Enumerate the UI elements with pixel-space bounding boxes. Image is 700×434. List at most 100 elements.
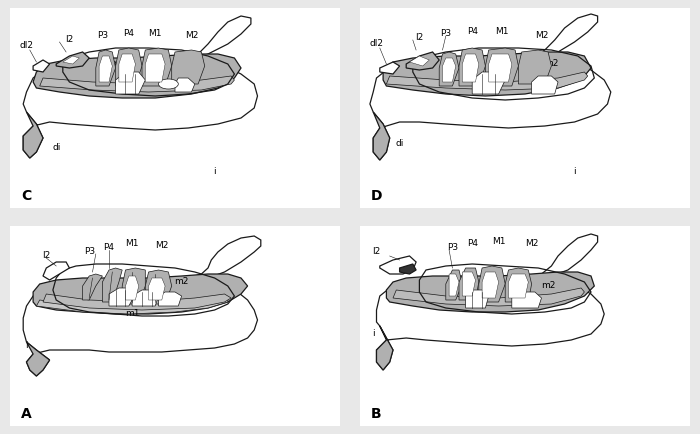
Text: p4: p4 <box>463 277 475 286</box>
Text: D: D <box>371 189 382 203</box>
Polygon shape <box>116 72 146 94</box>
Polygon shape <box>462 54 479 82</box>
Text: M2: M2 <box>185 32 198 40</box>
Text: M1: M1 <box>495 27 509 36</box>
Text: C: C <box>22 189 32 203</box>
Polygon shape <box>146 270 172 304</box>
Text: I1: I1 <box>409 263 417 273</box>
Polygon shape <box>10 226 340 426</box>
Polygon shape <box>373 112 390 160</box>
Text: P4: P4 <box>104 243 115 253</box>
Polygon shape <box>43 294 231 310</box>
Polygon shape <box>142 48 172 86</box>
Polygon shape <box>380 256 416 274</box>
Polygon shape <box>33 54 241 98</box>
Text: M2: M2 <box>525 240 538 249</box>
Polygon shape <box>383 52 591 96</box>
Text: m2: m2 <box>174 277 189 286</box>
Text: P3: P3 <box>447 243 458 253</box>
Text: i: i <box>573 168 576 177</box>
Polygon shape <box>446 270 462 300</box>
Text: P4: P4 <box>467 240 477 249</box>
Polygon shape <box>406 52 439 70</box>
Polygon shape <box>370 14 611 160</box>
Text: m2: m2 <box>544 59 559 69</box>
Text: I2: I2 <box>415 33 424 43</box>
Text: B: B <box>371 407 382 421</box>
Polygon shape <box>380 62 400 74</box>
Text: i: i <box>372 329 375 339</box>
Polygon shape <box>119 54 135 82</box>
Text: I2: I2 <box>372 247 381 256</box>
Polygon shape <box>360 226 690 426</box>
Polygon shape <box>132 290 158 306</box>
Polygon shape <box>27 342 50 376</box>
Polygon shape <box>466 290 489 308</box>
Polygon shape <box>33 274 248 314</box>
Polygon shape <box>386 72 588 90</box>
Polygon shape <box>400 264 416 274</box>
Text: P4: P4 <box>123 30 134 39</box>
Text: dl2: dl2 <box>20 42 34 50</box>
Polygon shape <box>83 274 102 300</box>
Polygon shape <box>23 236 261 376</box>
Polygon shape <box>172 50 204 84</box>
Text: I2: I2 <box>65 36 74 45</box>
Polygon shape <box>508 274 528 298</box>
Polygon shape <box>148 278 165 300</box>
Text: p4: p4 <box>104 277 115 286</box>
Polygon shape <box>439 52 459 86</box>
Polygon shape <box>102 268 122 302</box>
Polygon shape <box>122 268 146 304</box>
Polygon shape <box>485 48 519 86</box>
Polygon shape <box>10 8 340 208</box>
Polygon shape <box>512 292 542 308</box>
Ellipse shape <box>158 79 178 89</box>
Text: i: i <box>25 342 28 351</box>
Polygon shape <box>96 50 116 86</box>
Polygon shape <box>175 78 195 92</box>
Polygon shape <box>377 234 604 370</box>
Polygon shape <box>158 292 181 306</box>
Polygon shape <box>116 48 142 86</box>
Text: m2: m2 <box>541 282 555 290</box>
Polygon shape <box>459 268 479 300</box>
Polygon shape <box>109 288 135 306</box>
Polygon shape <box>462 272 475 296</box>
Polygon shape <box>56 52 89 68</box>
Polygon shape <box>386 272 594 312</box>
Polygon shape <box>442 58 456 82</box>
Text: dl2: dl2 <box>370 39 384 49</box>
Polygon shape <box>23 16 258 158</box>
Text: di: di <box>52 144 60 152</box>
Text: m2: m2 <box>174 59 189 69</box>
Polygon shape <box>99 56 112 82</box>
Polygon shape <box>489 54 512 82</box>
Text: P4: P4 <box>467 27 477 36</box>
Polygon shape <box>482 272 498 298</box>
Text: m1: m1 <box>125 309 139 319</box>
Text: P3: P3 <box>440 30 452 39</box>
Text: p4: p4 <box>473 59 484 69</box>
Polygon shape <box>377 326 393 370</box>
Text: P3: P3 <box>83 247 94 256</box>
Polygon shape <box>519 50 552 84</box>
Text: M1: M1 <box>125 240 139 249</box>
Text: M1: M1 <box>148 30 162 39</box>
Polygon shape <box>23 112 43 158</box>
Polygon shape <box>505 268 531 302</box>
Polygon shape <box>63 56 79 64</box>
Text: I2: I2 <box>42 251 50 260</box>
Polygon shape <box>459 48 485 86</box>
Polygon shape <box>43 262 69 280</box>
Text: P3: P3 <box>97 32 108 40</box>
Text: i: i <box>214 168 216 177</box>
Polygon shape <box>393 288 584 306</box>
Text: M2: M2 <box>155 241 169 250</box>
Text: M1: M1 <box>492 237 505 247</box>
Polygon shape <box>146 54 165 82</box>
Polygon shape <box>479 266 505 302</box>
Polygon shape <box>33 60 50 72</box>
Text: A: A <box>21 407 32 421</box>
Polygon shape <box>360 8 690 208</box>
